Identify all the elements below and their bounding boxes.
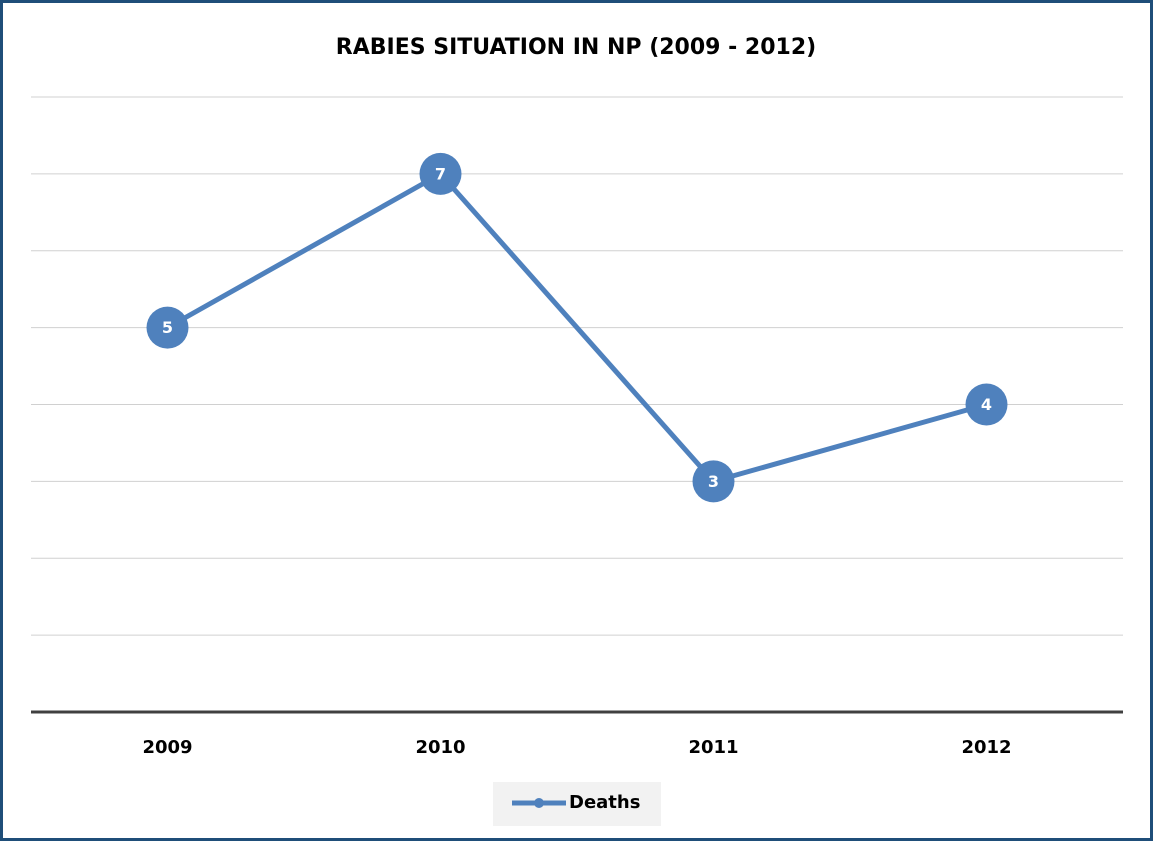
data-label: 4: [981, 395, 992, 414]
x-tick-label: 2009: [142, 737, 192, 758]
data-point: [146, 306, 189, 349]
data-point: [692, 460, 735, 503]
series-line: [166, 171, 988, 484]
data-label: 5: [162, 318, 173, 337]
chart-title: RABIES SITUATION IN NP (2009 - 2012): [336, 35, 816, 60]
data-label: 3: [708, 472, 719, 491]
x-tick-label: 2010: [415, 737, 465, 758]
data-point: [419, 152, 462, 195]
x-tick-label: 2011: [688, 737, 738, 758]
legend-marker: [534, 798, 544, 808]
data-label: 7: [435, 164, 446, 183]
legend-label: Deaths: [569, 792, 640, 813]
x-tick-label: 2012: [961, 737, 1011, 758]
data-point: [965, 383, 1008, 426]
